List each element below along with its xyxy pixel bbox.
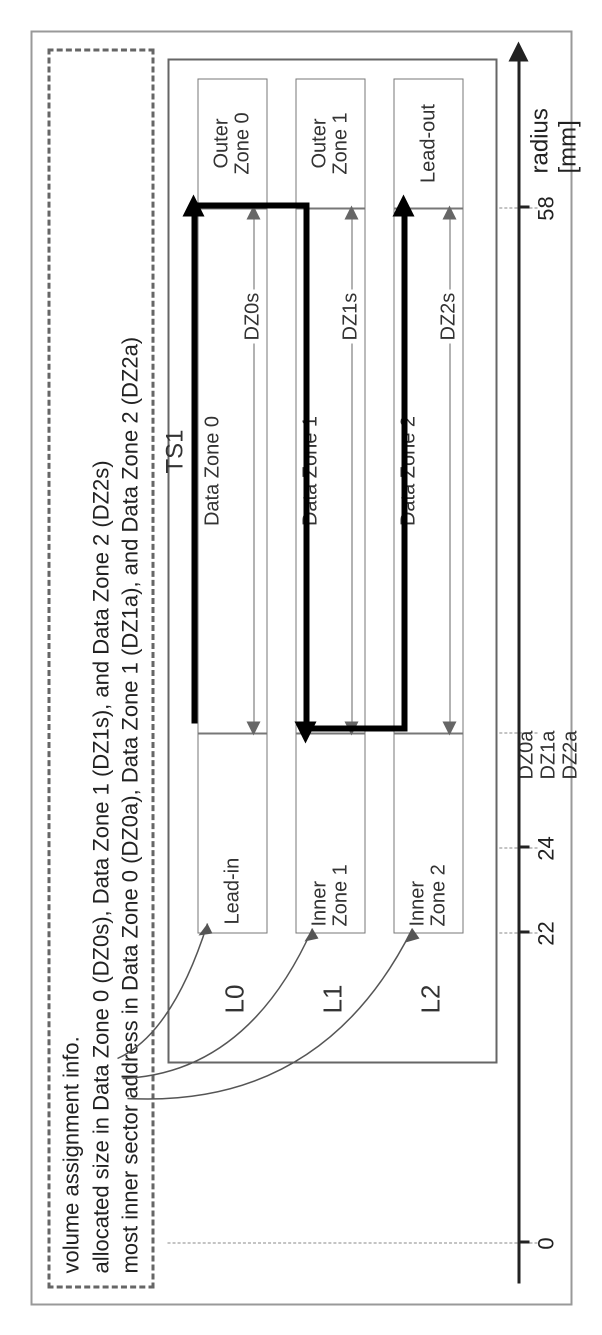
outer-zone-0: Outer Zone 0 [197,78,267,208]
axis-label-58: 58 [533,196,559,220]
dz1s-label: DZ1s [339,289,362,343]
axis-tick-0 [517,1240,529,1243]
lead-out-zone: Lead-out [393,78,463,208]
axis-tick-58 [517,205,529,208]
outer-zone-1: Outer Zone 1 [295,78,365,208]
axis-tick-22 [517,930,529,933]
axis-label-22: 22 [533,921,559,945]
axis-tick-24 [517,845,529,848]
info-line-1: volume assignment info. [56,63,86,1273]
axis-arrow-head [508,41,528,61]
diagram-stage: L0 L1 L2 Lead-in Data Zone 0 Outer Zone … [167,53,547,1283]
ts1-seg-L2 [401,208,407,731]
outer-frame: volume assignment info. allocated size i… [30,30,572,1305]
dash-line-0mm [167,1242,537,1243]
axis-label-0: 0 [533,1237,559,1249]
ts1-arrow-L2-right [392,194,414,216]
data-zone-0: Data Zone 0 [197,208,267,733]
axis-label-24: 24 [533,836,559,860]
ts1-arrow-L1-left [294,721,316,743]
ts1-label: TS1 [161,429,189,473]
dz0s-label: DZ0s [241,289,264,343]
axis-name-label: radius [mm] [526,53,582,173]
dz1a-label: DZ1a [537,730,559,779]
dz1s-arrow-right [344,205,358,221]
dz2s-arrow-right [442,205,456,221]
radius-axis-line [517,53,520,1283]
dz-addr-labels: DZ0a DZ1a DZ2a [515,730,581,779]
ts1-seg-turn2 [303,725,401,731]
dz0s-arrow-left [246,719,260,735]
ts1-seg-turn1 [191,202,303,208]
info-curve-to-inner2 [122,863,442,1103]
ts1-seg-L0 [191,208,197,723]
info-line-2: allocated size in Data Zone 0 (DZ0s), Da… [86,63,116,1273]
dz2a-label: DZ2a [559,730,581,779]
dz2s-label: DZ2s [437,289,460,343]
dz2s-arrow-left [442,719,456,735]
rotated-canvas: volume assignment info. allocated size i… [0,0,602,1335]
ts1-seg-L1 [303,202,309,725]
